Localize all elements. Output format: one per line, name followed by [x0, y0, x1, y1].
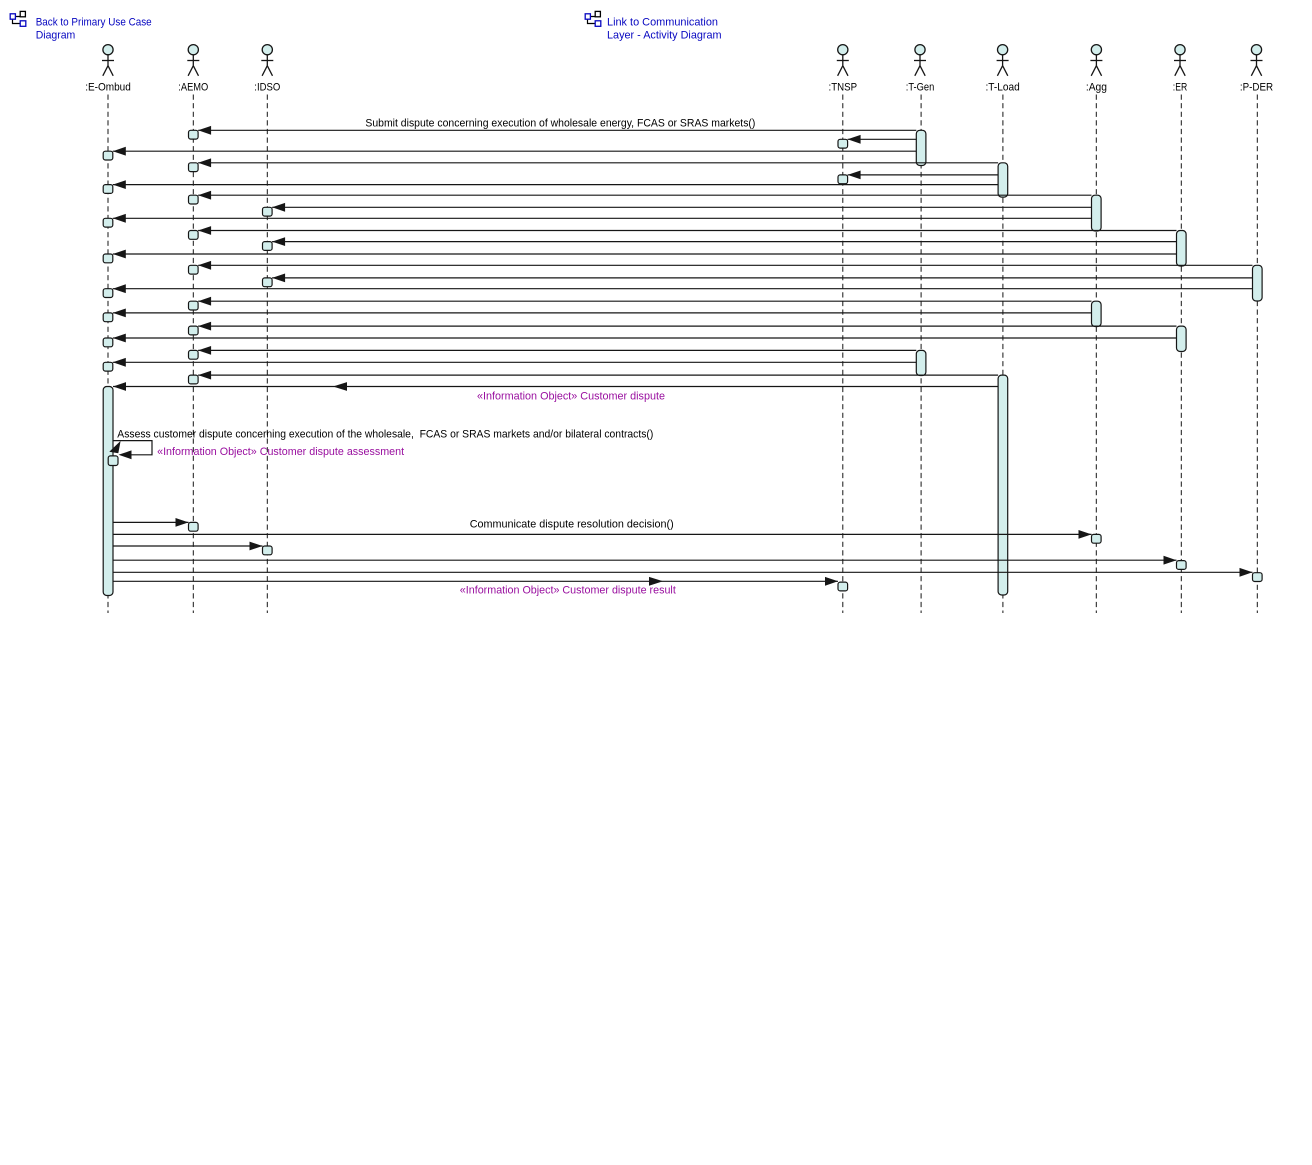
svg-text::E-Ombud: :E-Ombud: [85, 81, 131, 93]
svg-text:Back to Primary Use Case: Back to Primary Use Case: [36, 16, 152, 28]
svg-text::ER: :ER: [1173, 81, 1187, 93]
svg-text::TNSP: :TNSP: [829, 81, 858, 93]
svg-text::IDSO: :IDSO: [254, 81, 280, 93]
svg-text::AEMO: :AEMO: [178, 81, 208, 93]
svg-text:«Information Object» Customer: «Information Object» Customer dispute re…: [460, 584, 676, 596]
svg-text::P-DER: :P-DER: [1240, 81, 1273, 93]
svg-text:Link to Communication: Link to Communication: [607, 16, 718, 28]
svg-text::T-Load: :T-Load: [985, 81, 1019, 93]
svg-text::Agg: :Agg: [1086, 81, 1107, 93]
svg-text:«Information Object» Customer: «Information Object» Customer dispute as…: [157, 446, 404, 458]
svg-text:Layer - Activity Diagram: Layer - Activity Diagram: [607, 30, 722, 42]
svg-text:«Information Object» Customer: «Information Object» Customer dispute: [477, 391, 665, 403]
svg-text:Submit dispute concerning exec: Submit dispute concerning execution of w…: [365, 117, 755, 129]
svg-text::T-Gen: :T-Gen: [906, 81, 935, 93]
svg-text:Communicate dispute resolution: Communicate dispute resolution decision(…: [470, 519, 674, 531]
svg-text:Assess customer dispute concer: Assess customer dispute concerning execu…: [117, 429, 653, 441]
svg-text:Diagram: Diagram: [36, 30, 76, 42]
